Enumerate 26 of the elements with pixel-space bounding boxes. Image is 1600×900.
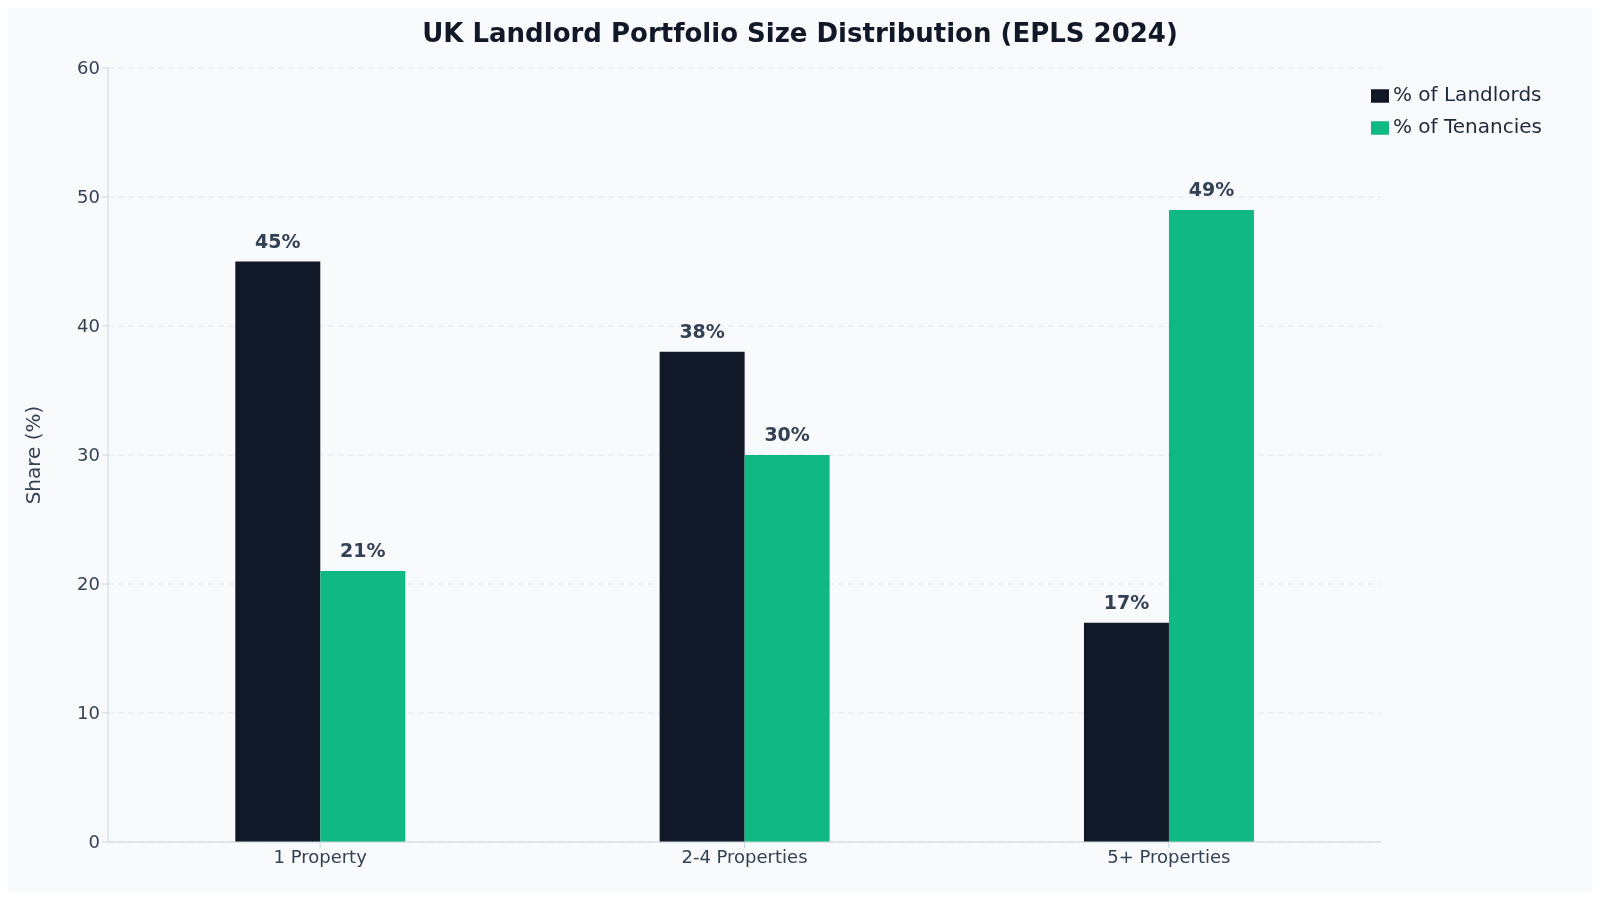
x-tick-label: 5+ Properties xyxy=(1107,845,1231,867)
bar xyxy=(320,571,406,842)
data-label: 38% xyxy=(679,319,725,342)
y-tick-label: 40 xyxy=(77,315,100,337)
y-tick-label: 60 xyxy=(77,57,100,79)
x-tick-label: 2-4 Properties xyxy=(681,845,808,867)
y-tick-label: 20 xyxy=(77,573,100,595)
data-label: 45% xyxy=(255,229,301,252)
chart-title: UK Landlord Portfolio Size Distribution (EPLS 2024) xyxy=(421,17,1179,50)
y-tick-label: 50 xyxy=(77,186,100,208)
bar xyxy=(1168,209,1254,842)
legend-label: % of Landlords xyxy=(1392,82,1542,106)
x-tick-label: 1 Property xyxy=(273,845,368,867)
data-label: 21% xyxy=(340,539,386,562)
data-label: 30% xyxy=(764,423,810,445)
bar xyxy=(659,351,745,842)
legend-label: % of Tenancies xyxy=(1392,114,1542,138)
y-tick-label: 30 xyxy=(77,444,100,466)
data-label: 17% xyxy=(1103,590,1150,613)
bar xyxy=(744,455,830,842)
y-tick-label: 0 xyxy=(88,831,100,853)
bar xyxy=(235,261,321,842)
data-label: 49% xyxy=(1188,177,1235,200)
y-axis-title: Share (%) xyxy=(21,405,46,505)
y-tick-label: 10 xyxy=(77,702,100,724)
bar xyxy=(1083,622,1169,842)
